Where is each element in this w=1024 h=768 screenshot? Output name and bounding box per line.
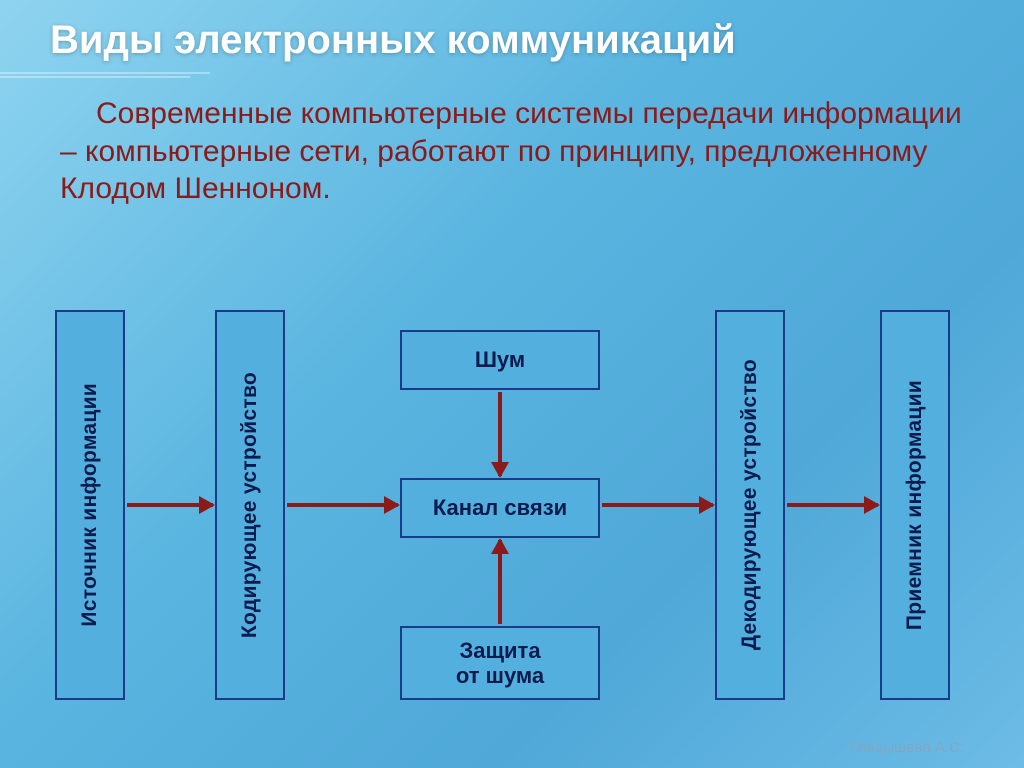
slide-body: Современные компьютерные системы передач… <box>60 95 964 208</box>
slide: Виды электронных коммуникаций Современны… <box>0 0 1024 768</box>
node-source: Источник информации <box>55 310 125 700</box>
edge-arrow <box>787 503 878 507</box>
edge-arrow <box>498 540 502 624</box>
node-label: Приемник информации <box>903 380 927 630</box>
node-label: Канал связи <box>433 495 567 520</box>
node-encoder: Кодирующее устройство <box>215 310 285 700</box>
node-label: Декодирующее устройство <box>738 359 762 650</box>
footer-author: Гладышева А.С. <box>850 739 964 756</box>
slide-title: Виды электронных коммуникаций <box>50 18 974 63</box>
node-receiver: Приемник информации <box>880 310 950 700</box>
node-label: Защита от шума <box>456 638 544 689</box>
node-label: Шум <box>475 347 525 372</box>
node-protect: Защита от шума <box>400 626 600 700</box>
edge-arrow <box>602 503 713 507</box>
node-noise: Шум <box>400 330 600 390</box>
node-label: Источник информации <box>78 383 102 627</box>
node-label: Кодирующее устройство <box>238 372 262 638</box>
node-channel: Канал связи <box>400 478 600 538</box>
deco-line <box>0 72 210 74</box>
shannon-diagram: Источник информации Кодирующее устройств… <box>0 300 1024 730</box>
edge-arrow <box>127 503 213 507</box>
node-decoder: Декодирующее устройство <box>715 310 785 700</box>
deco-line <box>0 76 190 78</box>
edge-arrow <box>498 392 502 476</box>
edge-arrow <box>287 503 398 507</box>
